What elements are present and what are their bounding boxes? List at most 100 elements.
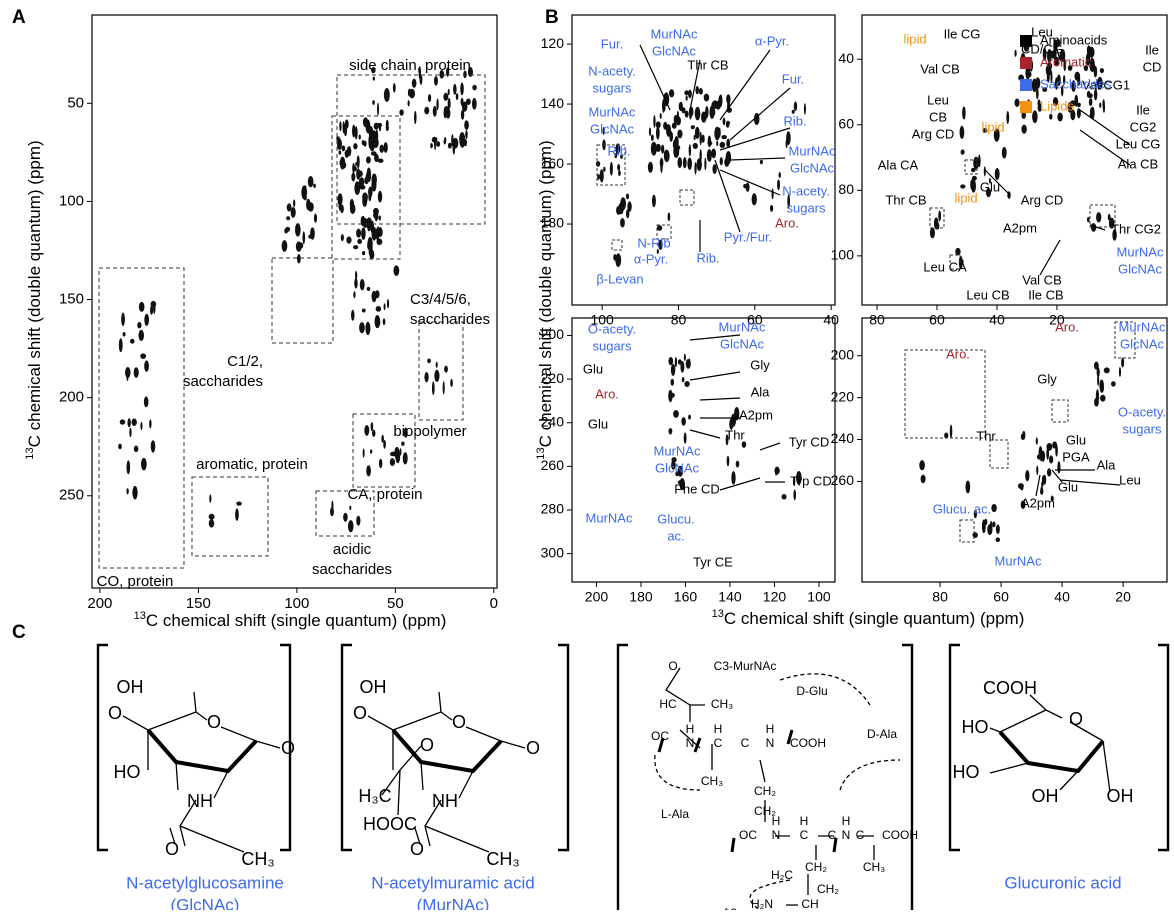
- peak: [354, 181, 361, 196]
- peak: [355, 161, 358, 167]
- peak: [618, 170, 621, 177]
- atom-label: D-Ala: [867, 727, 897, 741]
- leader-line: [984, 169, 1011, 196]
- peak: [597, 174, 600, 180]
- peak: [386, 298, 390, 309]
- peak: [472, 84, 477, 91]
- peak: [668, 389, 673, 403]
- peak: [617, 163, 621, 171]
- peak: [671, 457, 677, 463]
- peak: [684, 110, 689, 118]
- peak: [694, 126, 700, 139]
- y-tick-label: 120: [541, 35, 565, 51]
- y-tick-label: 100: [59, 192, 84, 209]
- peak: [973, 156, 979, 170]
- peak: [436, 141, 441, 147]
- peak: [460, 97, 464, 106]
- peak: [464, 120, 469, 130]
- peak: [678, 101, 683, 112]
- plot-frame: [91, 14, 498, 589]
- region-box: [959, 519, 975, 543]
- peak-label: Glucu. ac.: [933, 501, 992, 516]
- leader-line: [714, 159, 741, 233]
- leader-line: [1059, 479, 1121, 486]
- peak: [1100, 394, 1106, 402]
- y-tick-label: 180: [541, 215, 565, 231]
- peak-label: N-acety.: [588, 63, 635, 78]
- peak: [375, 305, 382, 312]
- region-box: [929, 207, 945, 229]
- peak: [960, 259, 964, 265]
- peak: [729, 418, 734, 430]
- peak: [959, 125, 965, 139]
- peak: [133, 367, 139, 378]
- peak-label: Glu: [1058, 479, 1078, 494]
- peak: [650, 141, 657, 156]
- axis-title: 13C chemical shift (single quantum) (ppm…: [134, 610, 447, 631]
- atom-label: N: [842, 828, 851, 842]
- atom-label: HOOC: [363, 814, 417, 834]
- peak: [1093, 361, 1099, 370]
- x-tick-label: 0: [490, 595, 498, 612]
- peak-label: MurNAc: [586, 510, 633, 525]
- peak: [777, 179, 780, 191]
- peak: [1112, 229, 1117, 241]
- atom-label: C: [856, 828, 865, 842]
- x-tick-label: 180: [629, 589, 653, 605]
- atom-label: CH₂: [805, 860, 827, 874]
- peak: [208, 519, 215, 528]
- atom-label: L-Ala: [661, 807, 689, 821]
- peak-label: Fur.: [782, 71, 804, 86]
- peak-label: N-Rib: [637, 235, 670, 250]
- peak: [721, 134, 727, 140]
- peak: [718, 127, 721, 138]
- atom-label: NH: [187, 791, 213, 811]
- peak: [920, 474, 926, 484]
- peak: [372, 76, 375, 81]
- atom-label: H: [714, 722, 723, 736]
- peak-label: Pyr./Fur.: [724, 229, 772, 244]
- peak: [402, 452, 408, 465]
- peak: [1050, 50, 1057, 59]
- peak: [659, 112, 662, 120]
- peak: [149, 419, 152, 429]
- peak: [1111, 381, 1116, 387]
- peak-label: GlcNAc: [720, 336, 765, 351]
- peak: [150, 440, 156, 453]
- y-tick-label: 200: [59, 389, 84, 406]
- peak: [1006, 110, 1010, 125]
- peak: [1121, 357, 1125, 368]
- y-tick-label: 160: [541, 155, 565, 171]
- x-tick-label: 80: [671, 312, 687, 328]
- peak: [681, 377, 685, 383]
- peak: [671, 460, 676, 470]
- peak: [427, 358, 431, 364]
- region-box: [1051, 399, 1069, 423]
- peak-label: Leu: [1119, 472, 1141, 487]
- peak: [361, 251, 366, 256]
- peak-label: Leu CB: [966, 287, 1009, 302]
- peak: [615, 143, 621, 155]
- peak: [349, 203, 356, 214]
- peak-label: O-acety.: [588, 321, 636, 336]
- leader-line: [699, 397, 741, 401]
- peak: [1047, 48, 1052, 63]
- peak-label: Glucu.: [657, 511, 695, 526]
- region-box: [964, 159, 978, 175]
- peak: [141, 457, 147, 471]
- peak-label: Phe CD: [674, 481, 720, 496]
- peak: [965, 480, 971, 494]
- peak: [615, 253, 622, 267]
- peak: [377, 102, 380, 116]
- peak: [330, 506, 334, 517]
- peak: [359, 278, 365, 291]
- peak-label: Leu: [1031, 24, 1053, 39]
- peak: [1046, 447, 1050, 460]
- peak-label: Aro.: [595, 386, 619, 401]
- peak: [461, 101, 468, 112]
- peak: [399, 448, 402, 456]
- legend-swatch: [1020, 101, 1032, 113]
- peak: [463, 70, 467, 79]
- peak: [344, 149, 349, 159]
- peak: [366, 465, 371, 477]
